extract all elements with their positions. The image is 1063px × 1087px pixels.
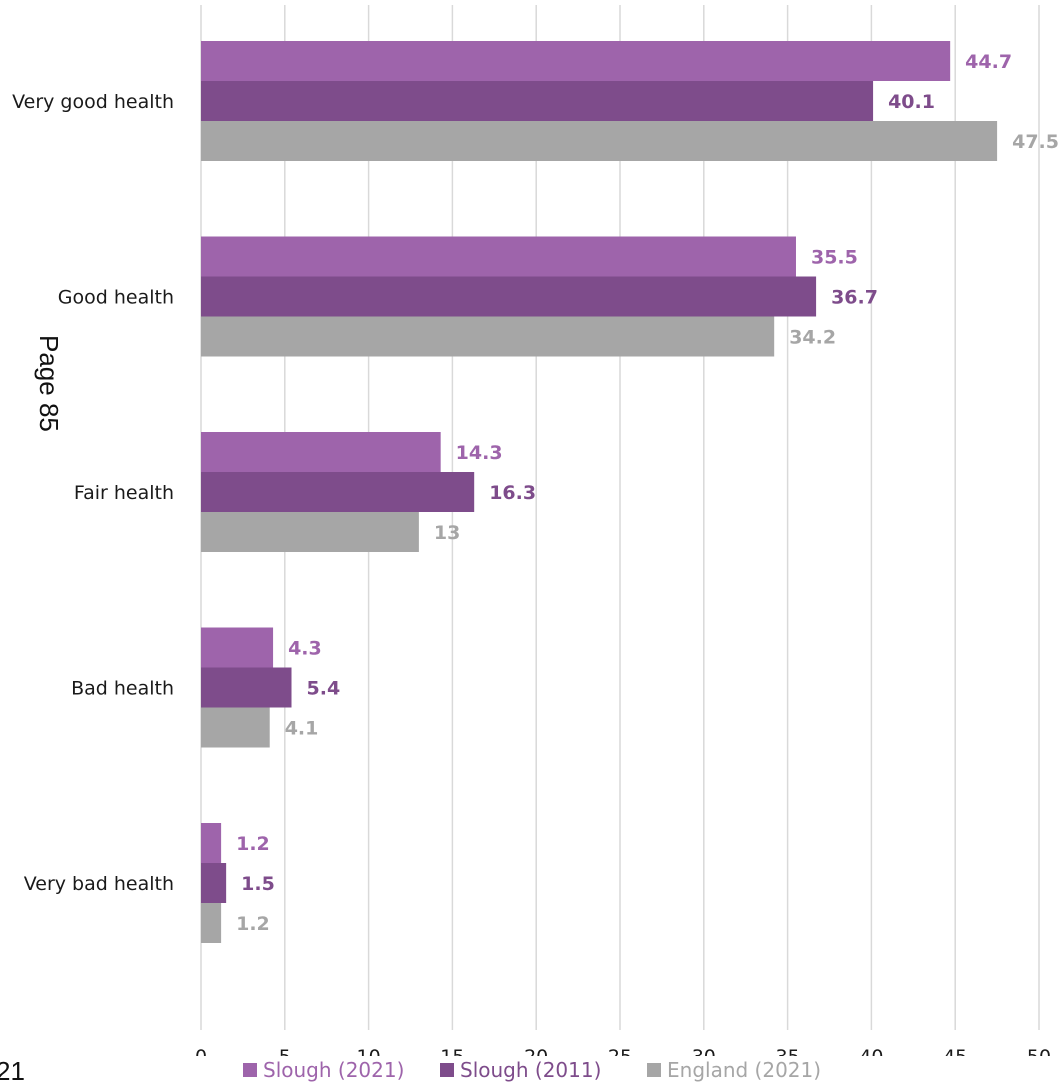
bar-england-2021-bad-health xyxy=(201,707,270,748)
data-labels: 44.7 40.1 47.5 35.5 36.7 34.2 14.3 16.3 13 4.3 5.4… xyxy=(236,51,1059,935)
bar-slough-2011-very-bad-health xyxy=(201,863,227,903)
category-label-fair-health: Fair health xyxy=(74,482,174,504)
x-tick-label-30: 30 xyxy=(692,1046,716,1056)
legend-item-slough-2021: Slough (2021) xyxy=(243,1058,404,1082)
legend-label-england-2021: England (2021) xyxy=(667,1058,822,1082)
legend-swatch-england-2021 xyxy=(647,1063,661,1077)
x-tick-label-50: 50 xyxy=(1027,1046,1051,1056)
category-label-very-bad-health: Very bad health xyxy=(24,873,174,895)
bar-slough-2011-good-health xyxy=(201,276,817,317)
category-label-bad-health: Bad health xyxy=(71,678,174,700)
data-label-slough-2021-very-bad-health: 1.2 xyxy=(236,833,270,855)
bar-slough-2021-bad-health xyxy=(201,627,274,668)
legend-item-england-2021: England (2021) xyxy=(647,1058,821,1082)
data-label-england-2021-bad-health: 4.1 xyxy=(285,718,319,740)
x-tick-label-45: 45 xyxy=(943,1046,967,1056)
category-labels: Very good health Good health Fair health Ba… xyxy=(12,91,174,895)
bar-slough-2021-very-bad-health xyxy=(201,823,222,863)
bar-slough-2021-very-good-health xyxy=(201,41,951,81)
data-label-slough-2011-good-health: 36.7 xyxy=(831,287,878,309)
data-label-slough-2021-bad-health: 4.3 xyxy=(288,638,322,660)
x-tick-label-15: 15 xyxy=(440,1046,464,1056)
bar-slough-2011-very-good-health xyxy=(201,81,874,121)
bar-england-2021-fair-health xyxy=(201,512,419,552)
bar-slough-2011-fair-health xyxy=(201,472,475,512)
x-tick-label-25: 25 xyxy=(608,1046,632,1056)
bar-slough-2021-good-health xyxy=(201,236,796,277)
data-label-slough-2011-fair-health: 16.3 xyxy=(489,482,536,504)
health-bar-chart: Very good health Good health Fair health Ba… xyxy=(12,5,1059,1056)
legend-item-slough-2011: Slough (2011) xyxy=(440,1058,601,1082)
x-tick-label-40: 40 xyxy=(859,1046,883,1056)
x-tick-label-0: 0 xyxy=(195,1046,207,1056)
chart-legend: Slough (2021) Slough (2011) England (202… xyxy=(0,1058,1063,1086)
legend-label-slough-2021: Slough (2021) xyxy=(263,1058,405,1082)
legend-swatch-slough-2011 xyxy=(440,1063,454,1077)
category-label-good-health: Good health xyxy=(58,287,174,309)
bar-england-2021-very-bad-health xyxy=(201,903,222,943)
data-label-slough-2011-bad-health: 5.4 xyxy=(307,678,341,700)
page-number-side-text: Page 85 xyxy=(34,335,64,432)
data-label-england-2021-very-bad-health: 1.2 xyxy=(236,913,270,935)
data-label-slough-2021-very-good-health: 44.7 xyxy=(965,51,1012,73)
bar-slough-2011-bad-health xyxy=(201,667,292,708)
data-label-slough-2011-very-bad-health: 1.5 xyxy=(241,873,275,895)
x-tick-label-20: 20 xyxy=(524,1046,548,1056)
x-tick-label-10: 10 xyxy=(357,1046,381,1056)
legend-swatch-slough-2021 xyxy=(243,1063,257,1077)
bar-slough-2021-fair-health xyxy=(201,432,441,472)
gridlines xyxy=(200,5,1040,1030)
data-label-slough-2021-fair-health: 14.3 xyxy=(456,442,503,464)
category-label-very-good-health: Very good health xyxy=(12,91,174,113)
data-label-england-2021-good-health: 34.2 xyxy=(789,327,836,349)
x-axis-tick-labels: 0 5 10 15 20 25 30 35 40 45 50 xyxy=(195,1046,1051,1056)
x-tick-label-35: 35 xyxy=(776,1046,800,1056)
bar-england-2021-very-good-health xyxy=(201,121,998,161)
data-label-slough-2011-very-good-health: 40.1 xyxy=(888,91,935,113)
x-tick-label-5: 5 xyxy=(279,1046,291,1056)
page-number-fragment: 21 xyxy=(0,1056,25,1086)
data-label-england-2021-very-good-health: 47.5 xyxy=(1012,131,1059,153)
legend-label-slough-2011: Slough (2011) xyxy=(460,1058,602,1082)
data-label-england-2021-fair-health: 13 xyxy=(434,522,460,544)
bar-england-2021-good-health xyxy=(201,316,775,357)
bars xyxy=(201,41,998,943)
data-label-slough-2021-good-health: 35.5 xyxy=(811,247,858,269)
